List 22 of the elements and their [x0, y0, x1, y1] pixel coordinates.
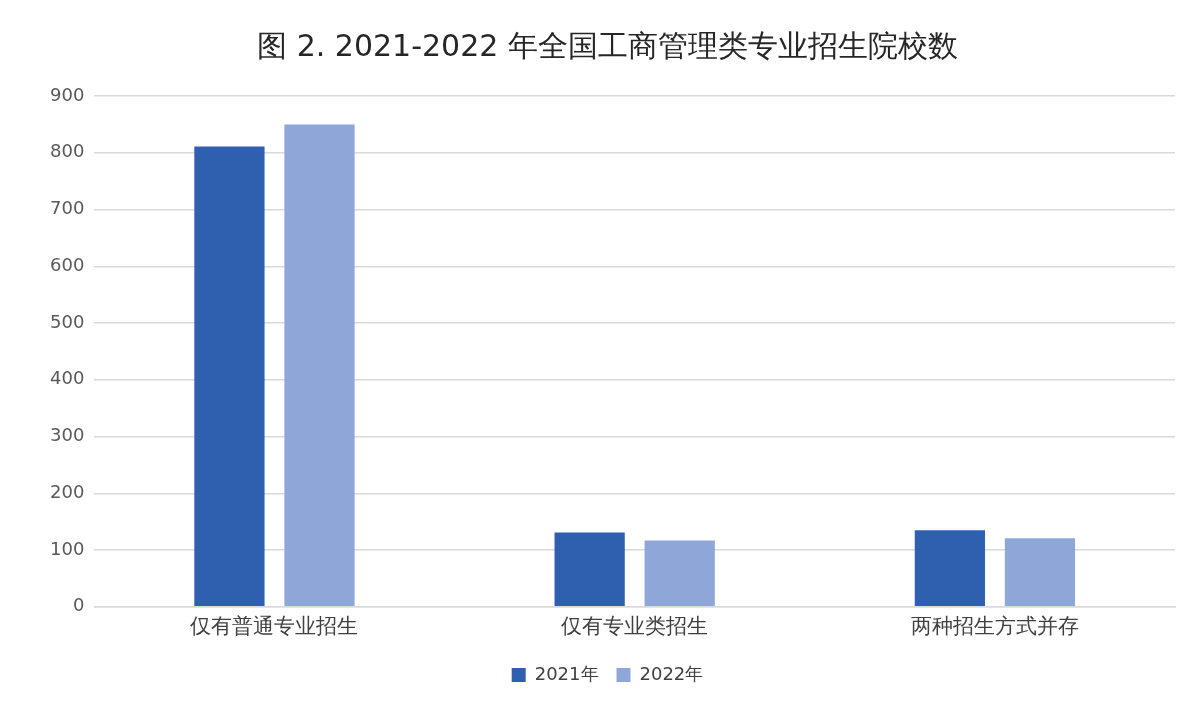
- x-tick-label: 两种招生方式并存: [910, 613, 1079, 638]
- bar: [194, 146, 265, 607]
- bar: [554, 532, 625, 607]
- y-tick-label: 700: [50, 197, 85, 219]
- y-tick-label: 900: [50, 83, 85, 105]
- y-tick-label: 600: [50, 253, 85, 275]
- bar: [914, 530, 985, 607]
- y-tick-label: 200: [50, 480, 85, 502]
- y-tick-label: 300: [50, 424, 85, 446]
- x-tick-label: 仅有专业类招生: [561, 613, 709, 638]
- bar: [644, 540, 715, 607]
- bar: [284, 124, 355, 607]
- bar: [1004, 538, 1076, 607]
- y-tick-label: 400: [50, 367, 85, 389]
- legend-label: 2021年: [534, 662, 599, 684]
- y-tick-label: 500: [50, 310, 85, 332]
- y-tick-label: 800: [50, 140, 85, 162]
- legend-label: 2022年: [639, 662, 704, 684]
- chart-title: 图 2. 2021-2022 年全国工商管理类专业招生院校数: [257, 27, 958, 63]
- x-tick-label: 仅有普通专业招生: [190, 613, 359, 638]
- y-tick-label: 0: [72, 594, 85, 616]
- y-tick-label: 100: [50, 537, 85, 559]
